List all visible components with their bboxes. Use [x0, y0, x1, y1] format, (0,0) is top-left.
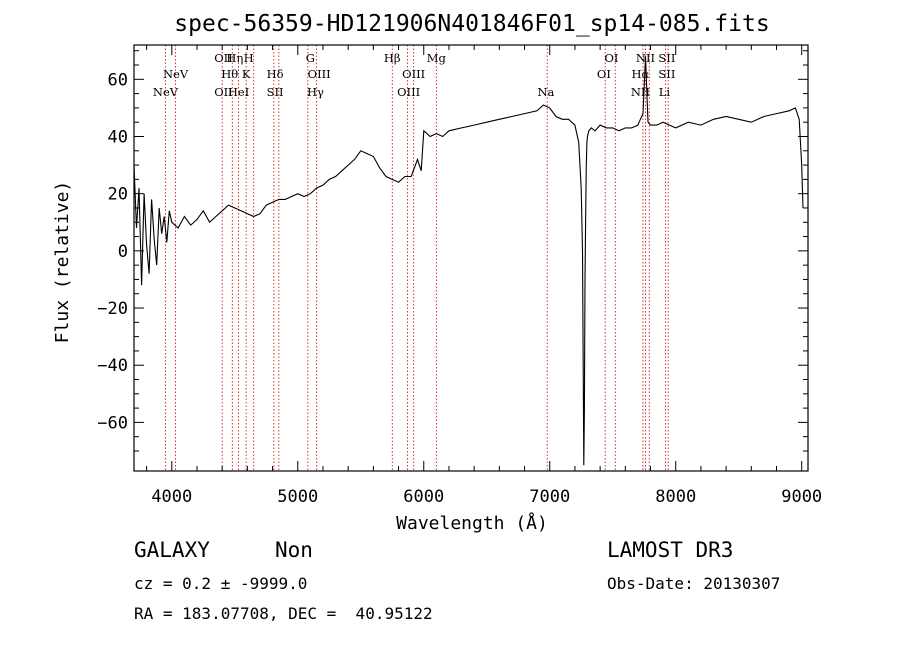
emission-line-label: OI [597, 67, 611, 81]
emission-line-label: OI [604, 51, 618, 65]
y-tick-label: 60 [108, 70, 128, 90]
y-tick-label: −40 [97, 356, 128, 376]
emission-line-label: OIII [397, 85, 420, 99]
object-subclass: Non [275, 538, 313, 562]
x-tick-label: 7000 [529, 487, 570, 507]
y-tick-label: 20 [108, 185, 128, 205]
emission-line-label: NeV [153, 85, 179, 99]
x-tick-label: 9000 [781, 487, 822, 507]
emission-line-markers [165, 45, 669, 471]
emission-line-label: G [306, 51, 315, 65]
emission-line-label: Hδ [267, 67, 284, 81]
y-axis-label: Flux (relative) [52, 181, 73, 344]
y-tick-label: 0 [118, 242, 128, 262]
emission-line-label: SII [267, 85, 284, 99]
observation-date: Obs-Date: 20130307 [607, 574, 781, 593]
emission-line-label: OII [214, 51, 233, 65]
emission-line-label: Hη [226, 51, 243, 65]
x-axis-ticks: 4000 5000 6000 7000 8000 9000 [146, 45, 822, 507]
emission-line-label: OIII [308, 67, 331, 81]
x-tick-label: 6000 [403, 487, 444, 507]
object-class: GALAXY [134, 538, 210, 562]
emission-line-label: Na [537, 85, 554, 99]
y-tick-label: 40 [108, 127, 128, 147]
emission-line-label: Li [659, 85, 671, 99]
emission-line-label: K [242, 67, 251, 81]
emission-line-label: Hβ [384, 51, 401, 65]
x-tick-label: 4000 [151, 487, 192, 507]
emission-line-label: NeV [163, 67, 189, 81]
emission-line-label: H [244, 51, 254, 65]
emission-line-label: Hθ [221, 67, 238, 81]
emission-line-label: SII [658, 51, 675, 65]
emission-line-label: SII [658, 67, 675, 81]
emission-line-labels: NeVNeVOIIHηHθOIIHKHeIHδSIIGOIIIHγHβOIIIO… [153, 51, 675, 99]
emission-line-label: HeI [228, 85, 249, 99]
spectrum-line [133, 56, 804, 466]
emission-line-label: OIII [402, 67, 425, 81]
x-tick-label: 5000 [277, 487, 318, 507]
emission-line-label: OII [214, 85, 233, 99]
emission-line-label: NII [631, 85, 650, 99]
y-tick-label: −20 [97, 299, 128, 319]
chart-title: spec-56359-HD121906N401846F01_sp14-085.f… [174, 11, 769, 37]
redshift-value: cz = 0.2 ± -9999.0 [134, 574, 308, 593]
emission-line-label: Mg [427, 51, 447, 65]
emission-line-label: Hγ [307, 85, 324, 99]
coordinates: RA = 183.07708, DEC = 40.95122 [134, 604, 433, 623]
x-tick-label: 8000 [655, 487, 696, 507]
y-tick-label: −60 [97, 413, 128, 433]
plot-frame [133, 44, 809, 472]
y-axis-ticks: −60 −40 −20 0 20 40 60 [97, 50, 808, 452]
x-axis-label: Wavelength (Å) [396, 512, 548, 534]
survey-name: LAMOST DR3 [607, 538, 734, 562]
